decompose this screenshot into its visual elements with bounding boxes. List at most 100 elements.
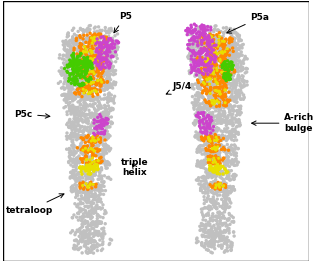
Point [213, 177, 218, 182]
Point [208, 120, 213, 124]
Point [225, 218, 230, 222]
Point [73, 62, 78, 66]
Point [207, 118, 212, 122]
Point [214, 156, 219, 160]
Point [107, 66, 112, 70]
Point [77, 177, 83, 181]
Point [66, 125, 71, 129]
Point [97, 45, 102, 49]
Point [210, 45, 215, 50]
Point [107, 68, 112, 72]
Point [101, 80, 107, 84]
Point [214, 114, 220, 118]
Point [75, 135, 80, 139]
Point [205, 42, 210, 46]
Point [221, 120, 227, 124]
Point [213, 182, 218, 186]
Point [88, 125, 93, 129]
Point [65, 78, 70, 82]
Point [67, 42, 72, 46]
Point [78, 27, 83, 31]
Point [68, 48, 73, 52]
Point [89, 137, 94, 141]
Point [77, 34, 82, 38]
Point [221, 73, 227, 77]
Point [230, 77, 235, 81]
Point [101, 46, 106, 50]
Point [226, 100, 231, 104]
Point [63, 94, 68, 98]
Point [223, 45, 228, 50]
Point [212, 47, 217, 52]
Point [67, 85, 72, 89]
Point [104, 52, 109, 56]
Point [100, 112, 105, 116]
Point [236, 48, 242, 52]
Point [86, 53, 91, 58]
Point [65, 63, 70, 67]
Point [196, 34, 202, 38]
Point [219, 120, 224, 124]
Point [198, 165, 204, 170]
Point [215, 167, 220, 171]
Point [112, 42, 117, 46]
Point [193, 120, 198, 124]
Point [233, 83, 238, 87]
Point [232, 97, 237, 101]
Point [214, 135, 219, 139]
Point [85, 41, 91, 45]
Point [204, 63, 209, 67]
Point [227, 160, 232, 164]
Point [91, 37, 96, 42]
Point [200, 110, 205, 114]
Point [81, 85, 86, 89]
Point [216, 106, 221, 110]
Point [68, 64, 73, 68]
Point [217, 58, 222, 63]
Point [224, 198, 229, 202]
Point [214, 230, 219, 234]
Point [70, 38, 75, 42]
Point [94, 91, 100, 95]
Point [89, 144, 94, 148]
Point [76, 42, 81, 47]
Point [213, 100, 218, 104]
Point [80, 28, 85, 32]
Point [69, 53, 74, 58]
Point [228, 31, 233, 36]
Point [208, 231, 213, 235]
Point [105, 63, 110, 67]
Point [90, 76, 95, 80]
Point [204, 191, 209, 195]
Point [194, 56, 199, 60]
Point [210, 114, 215, 118]
Point [239, 38, 244, 42]
Point [105, 129, 110, 134]
Point [211, 232, 216, 236]
Point [112, 41, 117, 45]
Point [101, 39, 107, 43]
Point [102, 64, 108, 68]
Point [226, 146, 231, 150]
Point [87, 138, 92, 142]
Point [97, 83, 102, 87]
Point [95, 216, 100, 221]
Point [82, 233, 87, 237]
Point [71, 246, 76, 250]
Point [70, 103, 75, 107]
Point [202, 64, 207, 68]
Point [189, 54, 195, 58]
Point [84, 84, 89, 88]
Point [220, 59, 225, 63]
Point [87, 95, 92, 99]
Point [66, 125, 71, 129]
Point [217, 151, 222, 155]
Point [203, 137, 208, 141]
Point [206, 126, 212, 130]
Point [226, 205, 231, 209]
Point [224, 78, 229, 82]
Point [90, 147, 95, 151]
Point [57, 56, 62, 60]
Point [223, 159, 228, 163]
Point [230, 95, 235, 99]
